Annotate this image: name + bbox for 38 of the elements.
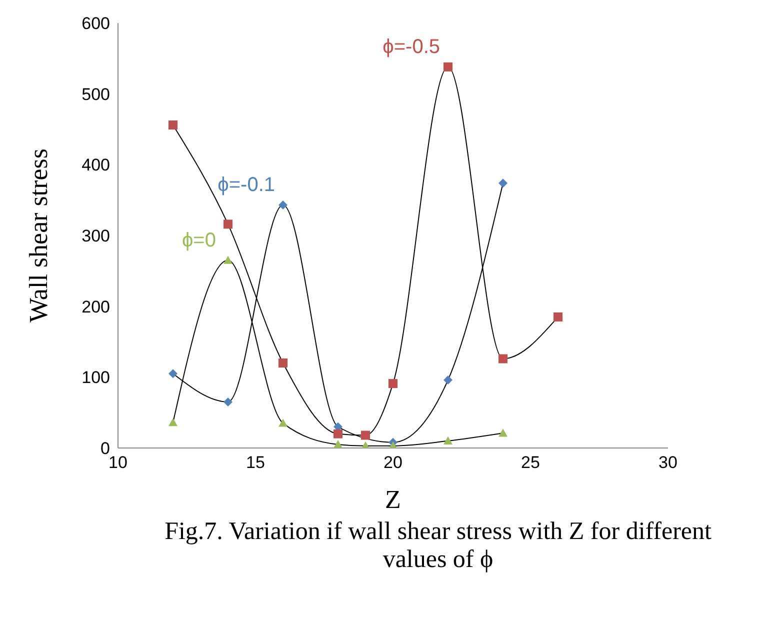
y-tick-label: 200 [82,297,110,316]
y-axis-title: Wall shear stress [24,148,54,323]
y-tick-label: 600 [82,14,110,34]
x-tick-label: 25 [521,453,540,472]
point [224,220,232,229]
point [334,429,342,438]
y-tick-label: 500 [82,84,110,104]
series-label: ϕ=0 [182,229,216,252]
y-tick-label: 300 [82,226,110,246]
point [278,358,288,368]
point [498,178,508,188]
text: Fig.7. Variation if wall shear stress with Z for different values of ϕ [164,518,712,574]
point [498,354,508,364]
point [278,418,288,427]
point [168,418,178,426]
point [388,379,398,388]
point [224,397,232,406]
point [168,120,178,130]
x-tick-label: 20 [384,453,402,472]
y-tick-label: 400 [82,156,110,175]
x-axis-title: Z [385,485,401,514]
point [168,369,178,378]
x-tick-label: 15 [246,453,265,472]
x-tick-label: 30 [658,453,678,472]
y-tick-label: 0 [100,439,110,458]
point [444,62,452,72]
point [444,376,452,384]
point [361,430,370,440]
series-label: ϕ=-0.1 [218,174,275,196]
x-tick-label: 10 [108,453,128,472]
series-label: ϕ=-0.5 [382,36,440,58]
point [554,312,562,322]
y-tick-label: 100 [82,368,110,388]
point [334,440,342,448]
point [224,256,232,264]
point [498,428,508,437]
point [444,436,452,445]
point [278,200,288,210]
